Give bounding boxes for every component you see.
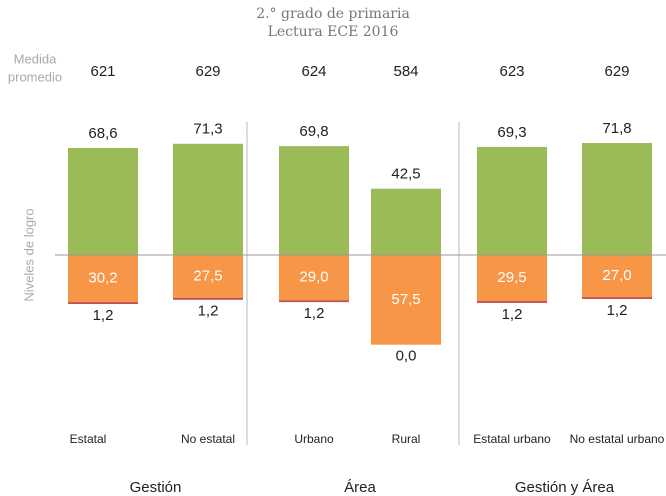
bar-segment: [173, 255, 243, 298]
value-label: 1,2: [304, 305, 325, 322]
bar-segment: [173, 297, 243, 300]
mean-label: Medida: [14, 51, 57, 66]
bar-segment: [173, 143, 243, 255]
value-label: 27,5: [193, 267, 222, 284]
value-label: 29,0: [299, 269, 328, 286]
bar-segment: [582, 255, 652, 298]
bar-segment: [279, 146, 349, 255]
mean-value: 623: [499, 63, 524, 80]
value-label: 69,8: [299, 123, 328, 140]
bar-segment: [582, 142, 652, 255]
bar-segment: [371, 188, 441, 255]
value-label: 42,5: [391, 166, 420, 183]
x-tick-label: Estatal urbano: [473, 432, 551, 446]
x-tick-label: Rural: [392, 432, 421, 446]
mean-value: 584: [393, 63, 418, 80]
value-label: 27,0: [602, 267, 631, 284]
chart-subtitle: Lectura ECE 2016: [268, 24, 399, 40]
x-tick-label: No estatal urbano: [570, 432, 665, 446]
bar-segment: [371, 255, 441, 345]
bar-segment: [477, 301, 547, 303]
x-tick-label: Urbano: [294, 432, 334, 446]
value-label: 69,3: [497, 124, 526, 141]
mean-value: 621: [90, 63, 115, 80]
bar-segment: [68, 302, 138, 304]
value-label: 1,2: [93, 307, 114, 324]
chart-title: 2.° grado de primaria: [256, 6, 410, 22]
value-label: 1,2: [607, 302, 628, 319]
group-label: Área: [344, 479, 376, 496]
bar-segment: [68, 147, 138, 255]
y-axis-label: Niveles de logro: [21, 208, 36, 301]
mean-value: 629: [604, 63, 629, 80]
bar-segment: [477, 255, 547, 302]
bar-segment: [279, 300, 349, 303]
bar-segment: [477, 146, 547, 255]
value-label: 1,2: [198, 303, 219, 320]
value-label: 57,5: [391, 291, 420, 308]
value-label: 1,2: [502, 306, 523, 323]
group-label: Gestión y Área: [515, 479, 615, 496]
value-label: 29,5: [497, 269, 526, 286]
x-tick-label: No estatal: [181, 432, 235, 446]
group-label: Gestión: [130, 479, 182, 496]
value-label: 30,2: [88, 270, 117, 287]
value-label: 71,8: [602, 120, 631, 137]
mean-value: 624: [301, 63, 326, 80]
bar-segment: [582, 297, 652, 299]
bar-segment: [68, 255, 138, 303]
mean-value: 629: [195, 63, 220, 80]
x-tick-label: Estatal: [70, 432, 107, 446]
value-label: 68,6: [88, 125, 117, 142]
bar-segment: [279, 255, 349, 301]
value-label: 71,3: [193, 121, 222, 138]
mean-label: promedio: [8, 69, 62, 84]
value-label: 0,0: [396, 348, 417, 365]
